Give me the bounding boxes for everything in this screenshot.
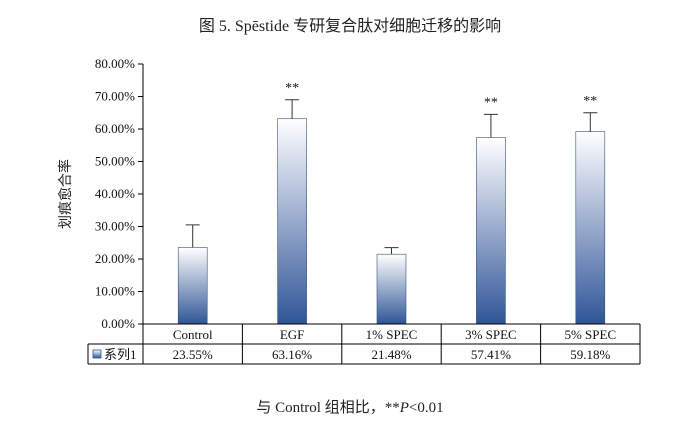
- significance-marker: **: [583, 94, 597, 109]
- x-category-label: EGF: [280, 327, 305, 342]
- y-tick-label: 70.00%: [95, 89, 135, 104]
- y-tick-label: 20.00%: [95, 251, 135, 266]
- data-table: Control EGF 1% SPEC 3% SPEC 5% SPEC 系列1 23.55%…: [87, 323, 641, 365]
- table-value: 21.48%: [371, 347, 411, 362]
- table-value: 57.41%: [471, 347, 511, 362]
- y-tick-label: 0.00%: [101, 316, 135, 331]
- bar: [476, 137, 506, 325]
- y-tick-label: 30.00%: [95, 219, 135, 234]
- y-axis: 0.00% 10.00% 20.00% 30.00% 40.00% 50.00% 60.00…: [95, 56, 144, 364]
- table-value: 23.55%: [173, 347, 213, 362]
- y-axis-label: 划痕愈合率: [57, 159, 74, 229]
- bars: ** ** **: [177, 81, 606, 325]
- significance-marker: **: [484, 95, 498, 110]
- chart-title: 图 5. Spēstide 专研复合肽对细胞迁移的影响: [198, 18, 502, 35]
- footnote: 与 Control 组相比，**P<0.01: [0, 396, 700, 417]
- y-axis-label-group: 划痕愈合率: [57, 159, 74, 229]
- bar: [376, 253, 407, 325]
- x-category-label: 1% SPEC: [366, 327, 418, 342]
- legend-series-name: 系列1: [104, 347, 137, 362]
- x-category-label: 3% SPEC: [465, 327, 517, 342]
- significance-marker: **: [285, 81, 299, 96]
- bar: [277, 118, 307, 325]
- y-tick-label: 40.00%: [95, 186, 135, 201]
- table-value: 59.18%: [570, 347, 610, 362]
- x-category-label: 5% SPEC: [564, 327, 616, 342]
- x-category-label: Control: [173, 327, 213, 342]
- y-tick-label: 10.00%: [95, 284, 135, 299]
- table-value: 63.16%: [272, 347, 312, 362]
- bar: [575, 131, 606, 325]
- footnote-p-symbol: P: [399, 400, 409, 416]
- footnote-prefix: 与 Control 组相比，**: [256, 400, 400, 416]
- y-tick-label: 50.00%: [95, 154, 135, 169]
- y-tick-label: 60.00%: [95, 121, 135, 136]
- y-tick-label: 80.00%: [95, 56, 135, 71]
- legend-swatch: [92, 349, 102, 359]
- bar: [177, 247, 208, 325]
- footnote-suffix: <0.01: [408, 400, 444, 416]
